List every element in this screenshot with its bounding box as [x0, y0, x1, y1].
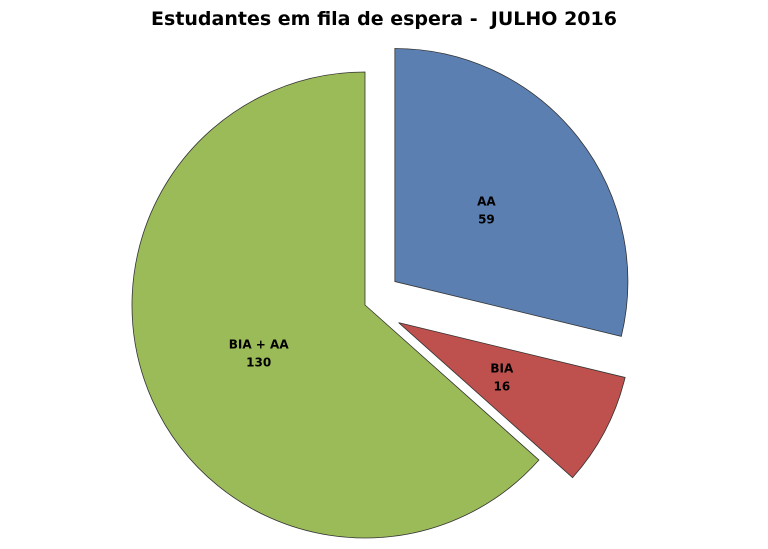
pie-slice-aa: [394, 48, 629, 337]
pie-slice-bia: [398, 322, 626, 479]
slice-value-label: 16: [493, 380, 510, 394]
chart-title: Estudantes em fila de espera - JULHO 201…: [151, 8, 617, 30]
slice-value-label: 59: [478, 212, 495, 226]
pie-slice-bia-aa: [131, 71, 540, 539]
slice-value-label: 130: [246, 356, 271, 370]
slice-label: AA: [477, 194, 496, 208]
slice-label: BIA: [490, 362, 514, 376]
slice-label: BIA + AA: [229, 338, 290, 352]
